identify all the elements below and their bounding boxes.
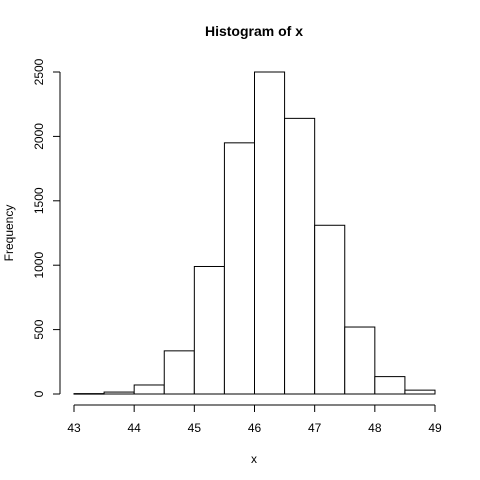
chart-title: Histogram of x xyxy=(205,23,303,39)
histogram-bar-3 xyxy=(163,350,195,395)
y-axis: 0 500 1000 1500 2000 2500 xyxy=(32,58,61,397)
y-tick-label-1: 500 xyxy=(32,319,46,339)
x-tick-label-4: 47 xyxy=(308,421,322,435)
histogram-bar-7 xyxy=(284,117,316,395)
bars-group xyxy=(73,71,436,395)
y-tick-label-3: 1500 xyxy=(32,187,46,214)
x-tick-label-3: 46 xyxy=(248,421,262,435)
x-tick-label-1: 44 xyxy=(127,421,141,435)
histogram-bar-1 xyxy=(103,391,135,395)
histogram-bar-2 xyxy=(133,384,165,395)
x-tick-label-5: 48 xyxy=(368,421,382,435)
y-tick-label-4: 2000 xyxy=(32,123,46,150)
y-tick-label-5: 2500 xyxy=(32,58,46,85)
histogram-bar-10 xyxy=(374,376,406,395)
x-tick-label-0: 43 xyxy=(67,421,81,435)
histogram-bar-9 xyxy=(344,326,376,395)
histogram-bar-5 xyxy=(223,142,256,395)
x-axis-label: x xyxy=(251,452,257,466)
y-axis-label: Frequency xyxy=(2,205,16,262)
histogram-bar-11 xyxy=(404,389,436,395)
histogram-bar-6 xyxy=(254,71,286,395)
x-tick-label-2: 45 xyxy=(188,421,202,435)
histogram-bar-0 xyxy=(73,393,105,395)
x-axis: 43 44 45 46 47 48 49 xyxy=(67,404,442,435)
y-tick-label-0: 0 xyxy=(32,390,46,397)
histogram-bar-4 xyxy=(193,265,225,395)
y-tick-label-2: 1000 xyxy=(32,252,46,279)
x-tick-label-6: 49 xyxy=(428,421,442,435)
histogram-bar-8 xyxy=(314,224,346,395)
